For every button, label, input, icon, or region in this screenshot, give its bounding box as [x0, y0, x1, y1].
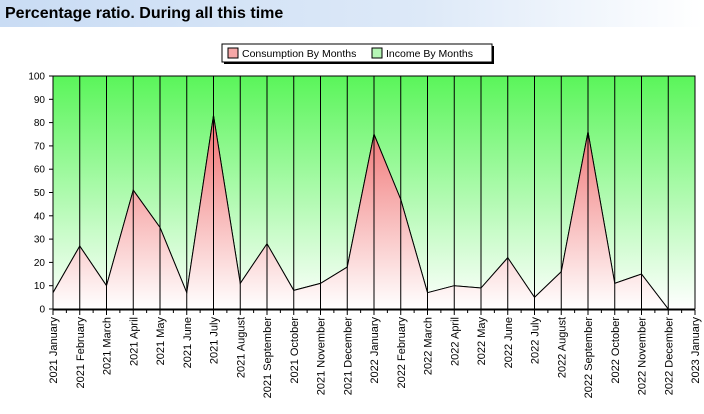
x-tick-label: 2022 June [503, 317, 515, 368]
legend-swatch [371, 47, 383, 59]
y-tick-label: 70 [34, 141, 46, 152]
legend-box [221, 43, 493, 63]
chart-axes: 0 10 20 30 40 50 60 70 80 90 100 2021 January 2021 F… [28, 72, 702, 399]
x-tick-label: 2021 January [48, 317, 60, 384]
y-tick-label: 100 [28, 72, 45, 83]
x-tick-label: 2022 October [610, 317, 622, 384]
x-tick-label: 2022 July [530, 317, 542, 365]
x-tick-label: 2022 April [449, 317, 461, 366]
y-tick-label: 90 [34, 95, 46, 106]
y-tick-label: 40 [34, 211, 46, 222]
x-tick-label: 2023 January [690, 317, 702, 384]
x-tick-label: 2022 November [637, 317, 649, 396]
x-tick-label: 2021 May [155, 317, 167, 366]
x-tick-label: 2022 August [556, 317, 568, 378]
chart-title-bar: Percentage ratio. During all this time [0, 0, 704, 27]
legend-swatch [227, 47, 239, 59]
y-tick-label: 0 [39, 305, 45, 316]
x-tick-label: 2021 December [342, 317, 354, 396]
x-tick-label: 2021 August [235, 317, 247, 378]
y-tick-label: 60 [34, 165, 46, 176]
y-tick-label: 30 [34, 235, 46, 246]
x-tick-label: 2021 June [182, 317, 194, 368]
y-tick-label: 10 [34, 281, 46, 292]
y-tick-label: 50 [34, 188, 46, 199]
x-tick-label: 2021 February [75, 317, 87, 389]
chart-areas [52, 75, 696, 310]
x-tick-label: 2021 September [262, 317, 274, 399]
legend-label: Consumption By Months [242, 48, 356, 60]
chart-legend: Consumption By Months Income By Months [221, 43, 494, 64]
legend-label: Income By Months [386, 48, 473, 60]
x-tick-label: 2021 March [102, 317, 114, 375]
x-tick-label: 2022 September [583, 317, 595, 399]
x-tick-label: 2022 March [423, 317, 435, 375]
x-tick-label: 2022 May [476, 317, 488, 366]
y-tick-label: 20 [34, 258, 46, 269]
x-tick-label: 2022 February [396, 317, 408, 389]
x-tick-label: 2022 January [369, 317, 381, 384]
stacked-area-chart: Consumption By Months Income By Months 0 1… [28, 43, 702, 399]
x-tick-label: 2021 October [289, 317, 301, 384]
chart-title: Percentage ratio. During all this time [5, 5, 284, 22]
x-tick-label: 2022 December [663, 317, 675, 396]
x-tick-label: 2021 April [128, 317, 140, 366]
y-tick-label: 80 [34, 118, 46, 129]
x-tick-label: 2021 November [316, 317, 328, 396]
x-tick-label: 2021 July [209, 317, 221, 365]
